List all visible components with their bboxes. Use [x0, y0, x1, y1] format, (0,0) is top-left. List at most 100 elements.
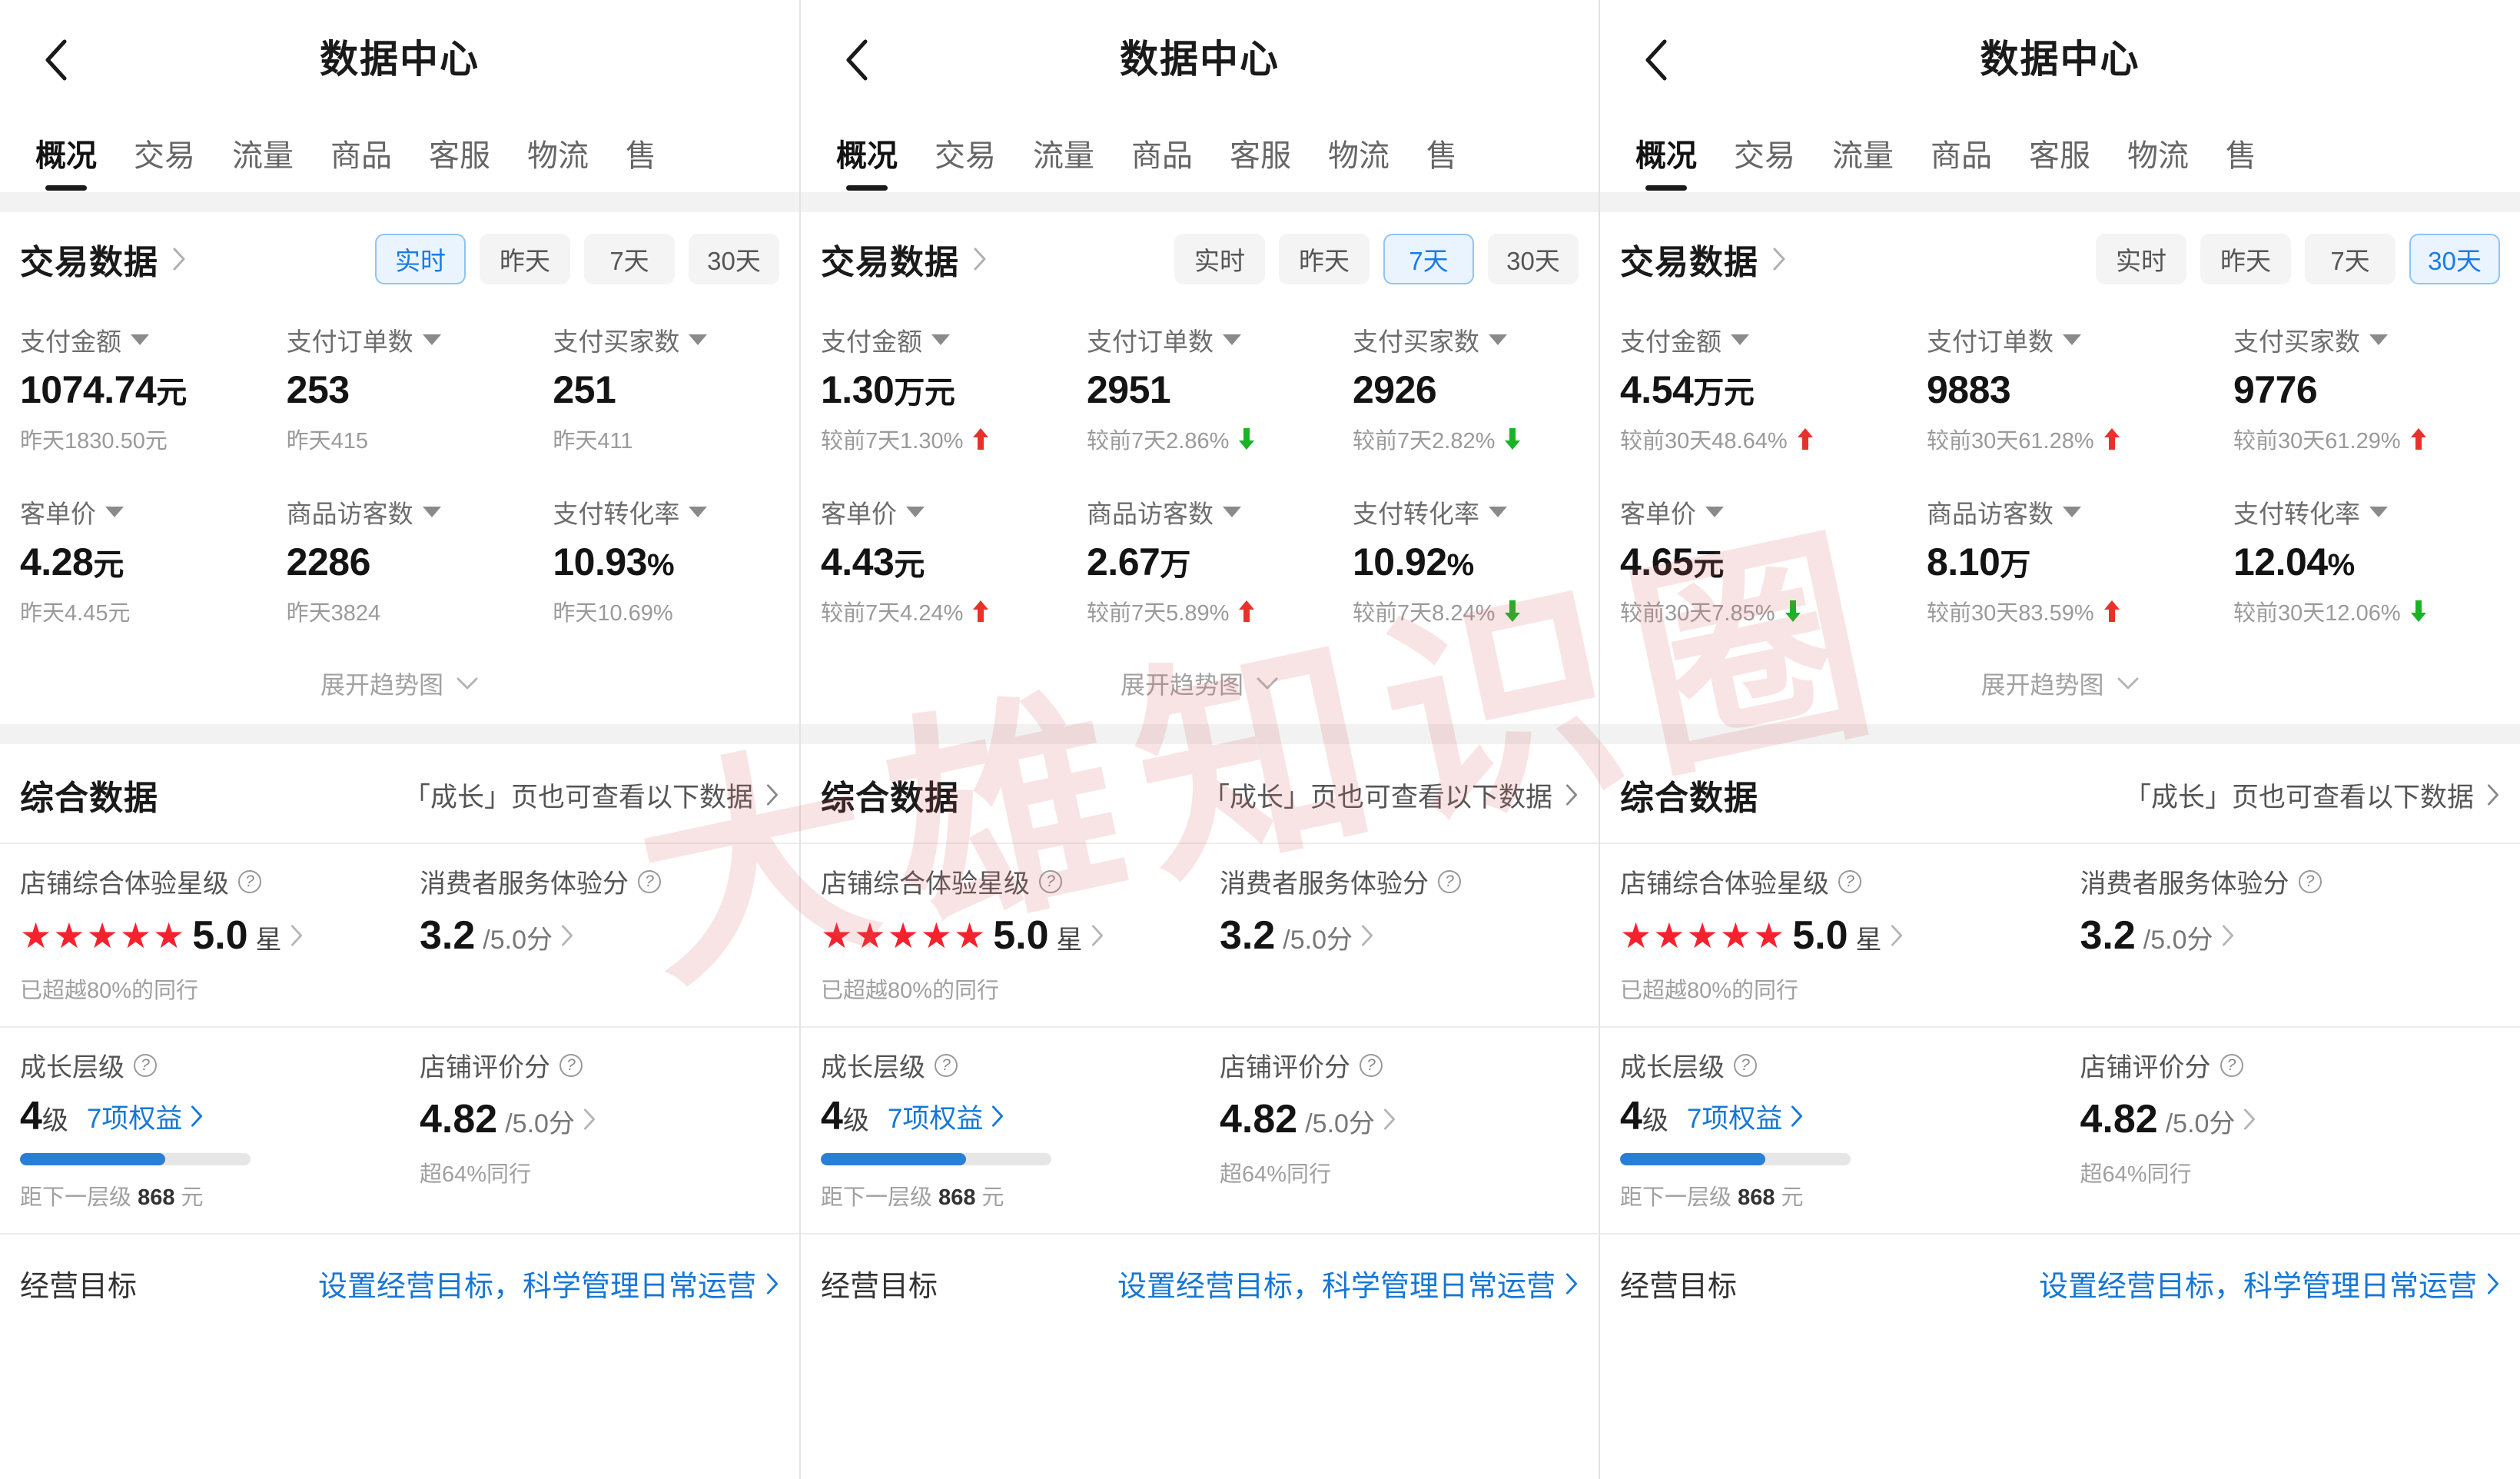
tab-trade[interactable]: 交易 [1734, 139, 1795, 173]
caret-down-icon[interactable] [1223, 334, 1241, 345]
tab-logistics[interactable]: 物流 [527, 139, 589, 173]
metric-card[interactable]: 客单价 4.28元 昨天4.45元 [0, 474, 267, 646]
caret-down-icon[interactable] [2369, 507, 2388, 517]
business-goal-link[interactable]: 设置经营目标，科学管理日常运营 [2039, 1262, 2500, 1305]
metric-card[interactable]: 商品访客数 2.67万 较前7天5.89% [1067, 474, 1333, 646]
service-score-cell[interactable]: 消费者服务体验分? 3.2 /5.0分 [400, 844, 799, 1026]
tab-product[interactable]: 商品 [1931, 139, 1992, 173]
caret-down-icon[interactable] [906, 507, 925, 517]
help-icon[interactable]: ? [1838, 869, 1861, 893]
chevron-left-icon[interactable] [42, 38, 72, 81]
chevron-right-icon[interactable] [560, 924, 574, 947]
tab-product[interactable]: 商品 [1131, 139, 1193, 173]
metric-card[interactable]: 客单价 4.65元 较前30天7.85% [1600, 474, 1907, 646]
tab-traffic[interactable]: 流量 [232, 139, 294, 173]
tab-aftersale[interactable]: 售 [2226, 139, 2256, 173]
chevron-right-icon[interactable] [1772, 247, 1786, 271]
tab-overview[interactable]: 概况 [818, 131, 916, 192]
benefits-link[interactable]: 7项权益 [888, 1097, 1004, 1136]
chevron-right-icon[interactable] [1360, 924, 1374, 947]
metric-card[interactable]: 支付金额 1.30万元 较前7天1.30% [801, 301, 1067, 474]
metric-card[interactable]: 支付金额 4.54万元 较前30天48.64% [1600, 301, 1907, 474]
pill-realtime[interactable]: 实时 [2096, 234, 2186, 284]
chevron-right-icon[interactable] [172, 247, 186, 271]
store-rating-cell[interactable]: 店铺评价分? 4.82 /5.0分 超64%同行 [1200, 1028, 1599, 1233]
help-icon[interactable]: ? [134, 1053, 157, 1077]
tab-overview[interactable]: 概况 [17, 131, 115, 192]
chevron-right-icon[interactable] [1383, 1108, 1396, 1131]
chevron-left-icon[interactable] [842, 38, 873, 81]
metric-card[interactable]: 商品访客数 8.10万 较前30天83.59% [1907, 474, 2213, 646]
chevron-left-icon[interactable] [1642, 38, 1672, 81]
chevron-right-icon[interactable] [2221, 924, 2235, 947]
caret-down-icon[interactable] [422, 334, 441, 345]
chevron-right-icon[interactable] [290, 924, 304, 947]
metric-card[interactable]: 支付订单数 9883 较前30天61.28% [1907, 301, 2213, 474]
caret-down-icon[interactable] [1489, 334, 1507, 345]
pill-30days[interactable]: 30天 [689, 234, 779, 284]
benefits-link[interactable]: 7项权益 [87, 1097, 204, 1136]
chevron-right-icon[interactable] [1091, 924, 1104, 947]
service-score-cell[interactable]: 消费者服务体验分? 3.2 /5.0分 [1200, 844, 1599, 1026]
pill-30days[interactable]: 30天 [2409, 234, 2500, 284]
tab-overview[interactable]: 概况 [1617, 131, 1715, 192]
growth-tier-cell[interactable]: 成长层级? 4级 7项权益 距下一层级 868 元 [801, 1028, 1200, 1233]
comp-section-link[interactable]: 「成长」页也可查看以下数据 [403, 776, 779, 815]
tab-trade[interactable]: 交易 [134, 139, 195, 173]
caret-down-icon[interactable] [2063, 334, 2081, 345]
expand-trend-button[interactable]: 展开趋势图 [0, 646, 799, 724]
metric-card[interactable]: 支付转化率 10.92% 较前7天8.24% [1333, 474, 1599, 646]
expand-trend-button[interactable]: 展开趋势图 [1600, 646, 2520, 724]
caret-down-icon[interactable] [1223, 507, 1241, 517]
metric-card[interactable]: 客单价 4.43元 较前7天4.24% [801, 474, 1067, 646]
chevron-right-icon[interactable] [583, 1108, 596, 1131]
pill-realtime[interactable]: 实时 [1174, 234, 1265, 284]
metric-card[interactable]: 支付转化率 12.04% 较前30天12.06% [2213, 474, 2520, 646]
pill-7days[interactable]: 7天 [2305, 234, 2395, 284]
metric-card[interactable]: 商品访客数 2286 昨天3824 [267, 474, 533, 646]
store-star-cell[interactable]: 店铺综合体验星级? ★ ★ ★ ★ ★ 5.0 星 已超越80%的同行 [1600, 844, 2060, 1026]
chevron-right-icon[interactable] [1890, 924, 1904, 947]
tab-service[interactable]: 客服 [1230, 139, 1291, 173]
comp-section-link[interactable]: 「成长」页也可查看以下数据 [1203, 776, 1579, 815]
metric-card[interactable]: 支付买家数 251 昨天411 [533, 301, 799, 474]
service-score-cell[interactable]: 消费者服务体验分? 3.2 /5.0分 [2060, 844, 2520, 1026]
growth-tier-cell[interactable]: 成长层级? 4级 7项权益 距下一层级 868 元 [0, 1028, 400, 1233]
tab-logistics[interactable]: 物流 [2127, 139, 2189, 173]
store-star-cell[interactable]: 店铺综合体验星级? ★ ★ ★ ★ ★ 5.0 星 已超越80%的同行 [0, 844, 400, 1026]
business-goal-link[interactable]: 设置经营目标，科学管理日常运营 [1117, 1262, 1579, 1305]
help-icon[interactable]: ? [638, 869, 661, 893]
tab-aftersale[interactable]: 售 [1426, 139, 1457, 173]
store-rating-cell[interactable]: 店铺评价分? 4.82 /5.0分 超64%同行 [400, 1028, 799, 1233]
help-icon[interactable]: ? [1360, 1053, 1383, 1077]
caret-down-icon[interactable] [689, 334, 708, 345]
help-icon[interactable]: ? [238, 869, 261, 893]
help-icon[interactable]: ? [1438, 869, 1461, 893]
pill-realtime[interactable]: 实时 [375, 234, 466, 284]
tab-product[interactable]: 商品 [330, 139, 392, 173]
caret-down-icon[interactable] [689, 507, 708, 517]
pill-7days[interactable]: 7天 [1383, 234, 1474, 284]
comp-section-link[interactable]: 「成长」页也可查看以下数据 [2124, 776, 2500, 815]
caret-down-icon[interactable] [931, 334, 950, 345]
pill-yesterday[interactable]: 昨天 [1279, 234, 1370, 284]
expand-trend-button[interactable]: 展开趋势图 [801, 646, 1599, 724]
metric-card[interactable]: 支付订单数 2951 较前7天2.86% [1067, 301, 1333, 474]
caret-down-icon[interactable] [2063, 507, 2081, 517]
pill-yesterday[interactable]: 昨天 [480, 234, 570, 284]
pill-30days[interactable]: 30天 [1488, 234, 1579, 284]
caret-down-icon[interactable] [1731, 334, 1749, 345]
tab-trade[interactable]: 交易 [935, 139, 996, 173]
chevron-right-icon[interactable] [973, 247, 987, 271]
help-icon[interactable]: ? [559, 1053, 583, 1077]
caret-down-icon[interactable] [422, 507, 441, 517]
caret-down-icon[interactable] [1489, 507, 1507, 517]
tab-logistics[interactable]: 物流 [1328, 139, 1389, 173]
tab-traffic[interactable]: 流量 [1832, 139, 1894, 173]
tab-aftersale[interactable]: 售 [626, 139, 656, 173]
help-icon[interactable]: ? [2220, 1053, 2243, 1077]
help-icon[interactable]: ? [935, 1053, 958, 1077]
benefits-link[interactable]: 7项权益 [1687, 1097, 1804, 1136]
growth-tier-cell[interactable]: 成长层级? 4级 7项权益 距下一层级 868 元 [1600, 1028, 2060, 1233]
tab-service[interactable]: 客服 [429, 139, 490, 173]
